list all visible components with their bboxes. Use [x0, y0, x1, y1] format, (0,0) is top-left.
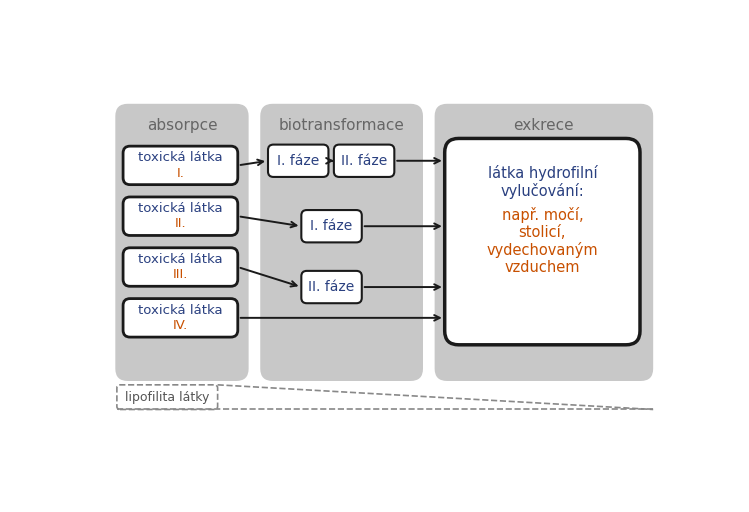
Text: např. močí,: např. močí, [502, 207, 583, 223]
Text: lipofilita látky: lipofilita látky [125, 391, 210, 403]
Text: stolicí,: stolicí, [518, 225, 566, 240]
Text: toxická látka: toxická látka [138, 151, 222, 164]
FancyBboxPatch shape [301, 210, 362, 242]
FancyBboxPatch shape [268, 144, 329, 177]
Text: IV.: IV. [173, 319, 188, 332]
FancyBboxPatch shape [445, 138, 640, 345]
Text: II. fáze: II. fáze [309, 280, 355, 294]
FancyBboxPatch shape [123, 298, 237, 337]
Text: toxická látka: toxická látka [138, 253, 222, 266]
Text: toxická látka: toxická látka [138, 202, 222, 215]
Text: látka hydrofilní: látka hydrofilní [488, 165, 597, 181]
FancyBboxPatch shape [260, 104, 423, 381]
Text: biotransformace: biotransformace [279, 118, 404, 133]
FancyBboxPatch shape [123, 248, 237, 286]
Text: I. fáze: I. fáze [310, 219, 353, 233]
Text: I.: I. [177, 166, 184, 180]
Text: vydechovaným: vydechovaným [487, 242, 598, 258]
Text: absorpce: absorpce [147, 118, 217, 133]
Text: II.: II. [175, 218, 187, 230]
FancyBboxPatch shape [123, 146, 237, 185]
Text: II. fáze: II. fáze [341, 154, 387, 168]
FancyBboxPatch shape [334, 144, 394, 177]
FancyBboxPatch shape [434, 104, 653, 381]
Text: vylučování:: vylučování: [500, 183, 584, 199]
FancyBboxPatch shape [123, 197, 237, 236]
Text: I. fáze: I. fáze [277, 154, 319, 168]
Text: vzduchem: vzduchem [505, 260, 580, 275]
Text: III.: III. [173, 268, 188, 281]
Text: toxická látka: toxická látka [138, 304, 222, 316]
FancyBboxPatch shape [301, 271, 362, 303]
FancyBboxPatch shape [115, 104, 249, 381]
Text: exkrece: exkrece [514, 118, 574, 133]
